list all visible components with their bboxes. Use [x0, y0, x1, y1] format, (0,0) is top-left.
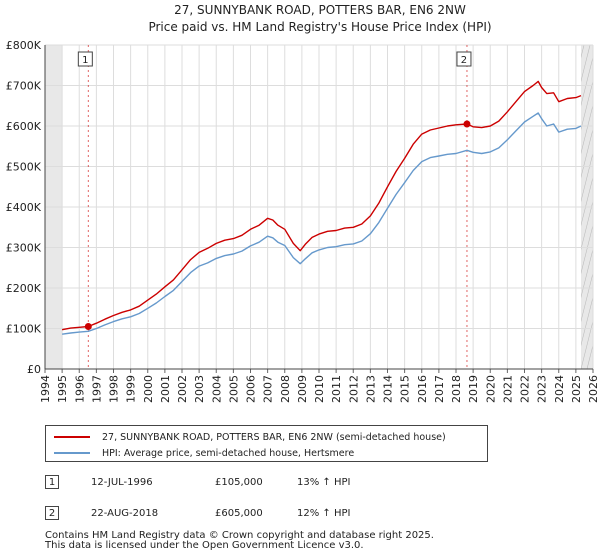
y-tick-label: £500K	[6, 161, 42, 174]
hatch-line	[581, 55, 594, 107]
x-tick-label: 1996	[73, 375, 86, 403]
legend-line-blue	[54, 452, 90, 454]
sale-label-text: 2	[461, 55, 467, 66]
hatch-line	[581, 271, 594, 323]
x-tick-label: 2003	[193, 375, 206, 403]
y-tick-label: £100K	[6, 323, 42, 336]
legend-item-hpi: HPI: Average price, semi-detached house,…	[54, 446, 354, 460]
x-tick-label: 2013	[364, 375, 377, 403]
chart-subtitle: Price paid vs. HM Land Registry's House …	[148, 20, 491, 34]
x-tick-label: 2002	[176, 375, 189, 403]
sale-date: 22-AUG-2018	[91, 507, 159, 519]
sale-point	[84, 322, 92, 330]
legend-item-price-paid: 27, SUNNYBANK ROAD, POTTERS BAR, EN6 2NW…	[54, 430, 446, 444]
x-tick-label: 2006	[245, 375, 258, 403]
sale-hpi-change: 12% ↑ HPI	[297, 507, 351, 519]
y-tick-label: £300K	[6, 242, 42, 255]
sale-hpi-change: 13% ↑ HPI	[297, 476, 351, 488]
x-tick-label: 2010	[313, 375, 326, 403]
x-tick-label: 2022	[519, 375, 532, 403]
x-tick-label: 1995	[56, 375, 69, 403]
sale-label-text: 1	[82, 55, 88, 66]
y-tick-label: £800K	[6, 39, 42, 52]
x-tick-label: 2000	[142, 375, 155, 403]
x-tick-label: 2008	[279, 375, 292, 403]
sale-label-box	[77, 51, 93, 67]
sale-price: £605,000	[215, 507, 263, 519]
x-tick-label: 2011	[330, 375, 343, 403]
x-tick-label: 2021	[501, 375, 514, 403]
legend-label-hpi: HPI: Average price, semi-detached house,…	[102, 447, 355, 459]
x-tick-label: 2009	[296, 375, 309, 403]
legend-label-price-paid: 27, SUNNYBANK ROAD, POTTERS BAR, EN6 2NW…	[102, 431, 446, 443]
sale-row-1: 1 12-JUL-1996 £105,000 13% ↑ HPI	[45, 474, 350, 490]
x-tick-label: 2026	[587, 375, 600, 403]
footer-licence: This data is licensed under the Open Gov…	[45, 540, 364, 551]
sale-date: 12-JUL-1996	[91, 476, 153, 488]
legend: 27, SUNNYBANK ROAD, POTTERS BAR, EN6 2NW…	[45, 425, 488, 462]
x-tick-label: 2019	[467, 375, 480, 403]
y-tick-label: £700K	[6, 80, 42, 93]
hatch-line	[581, 295, 594, 347]
series-line	[62, 112, 582, 335]
sale-row-2: 2 22-AUG-2018 £605,000 12% ↑ HPI	[45, 505, 350, 521]
x-tick-label: 2018	[450, 375, 463, 403]
x-tick-label: 2001	[159, 375, 172, 403]
x-tick-label: 2015	[399, 375, 412, 403]
price-chart: 27, SUNNYBANK ROAD, POTTERS BAR, EN6 2NW…	[6, 3, 600, 403]
x-tick-label: 2004	[210, 375, 223, 403]
x-tick-label: 2014	[382, 375, 395, 403]
x-tick-label: 2016	[416, 375, 429, 403]
x-tick-label: 2024	[553, 375, 566, 403]
x-tick-label: 1997	[90, 375, 103, 403]
x-tick-label: 2025	[570, 375, 583, 403]
chart-title: 27, SUNNYBANK ROAD, POTTERS BAR, EN6 2NW	[174, 3, 466, 17]
footer-copyright: Contains HM Land Registry data © Crown c…	[45, 530, 434, 541]
x-tick-label: 1998	[108, 375, 121, 403]
y-tick-label: £200K	[6, 282, 42, 295]
x-tick-label: 2020	[484, 375, 497, 403]
sale-point	[463, 120, 471, 128]
series-line	[61, 80, 582, 331]
x-tick-label: 1994	[39, 375, 52, 403]
y-tick-label: £600K	[6, 120, 42, 133]
hatch-line	[592, 367, 594, 369]
sale-label-box	[456, 51, 472, 67]
sale-price: £105,000	[215, 476, 263, 488]
x-tick-label: 2023	[536, 375, 549, 403]
x-tick-label: 2012	[347, 375, 360, 403]
footer: Contains HM Land Registry data © Crown c…	[45, 531, 434, 551]
x-tick-label: 1999	[125, 375, 138, 403]
y-tick-label: £400K	[6, 201, 42, 214]
x-tick-label: 2005	[227, 375, 240, 403]
y-tick-label: £0	[27, 363, 41, 376]
hatch-line	[581, 79, 594, 131]
legend-line-red	[54, 436, 90, 438]
sale-badge: 2	[45, 506, 59, 520]
sale-badge: 1	[45, 475, 59, 489]
x-tick-label: 2017	[433, 375, 446, 403]
x-tick-label: 2007	[262, 375, 275, 403]
